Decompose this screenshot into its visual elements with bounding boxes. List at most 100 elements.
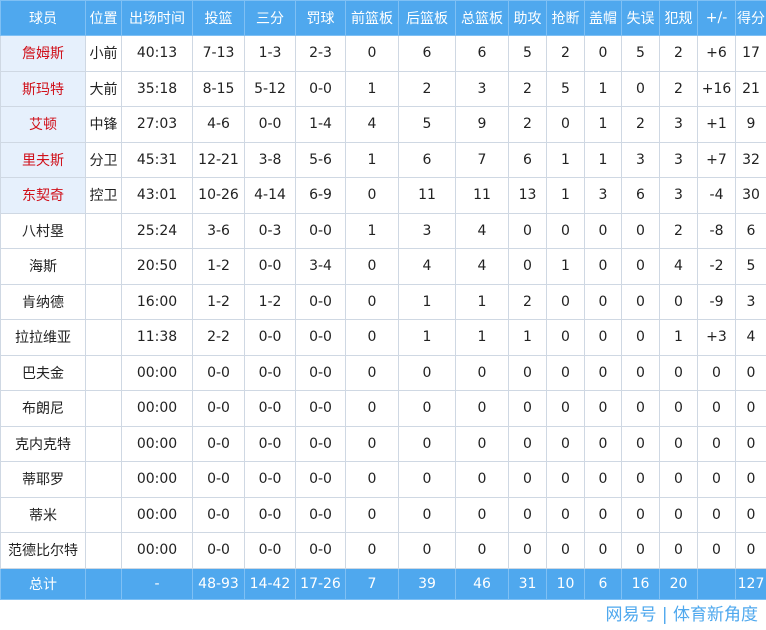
stat-cell: 0 <box>621 319 660 356</box>
stat-cell: 0 <box>659 390 698 427</box>
stat-cell: 0 <box>345 35 399 72</box>
stat-cell: 0 <box>455 532 509 569</box>
stat-cell: 0 <box>398 496 456 533</box>
totals-cell: 16 <box>621 567 660 600</box>
stat-cell: 3-6 <box>192 212 245 249</box>
player-row: 蒂耶罗 00:00 0-0 0-0 0-0 0 0 0 0 0 0 0 0 0 0 <box>0 461 766 498</box>
stat-cell: 0 <box>659 425 698 462</box>
stat-cell: 0-0 <box>295 532 346 569</box>
totals-cell: 10 <box>546 567 585 600</box>
stat-cell: 5-6 <box>295 141 346 178</box>
stat-cell: -4 <box>697 177 736 214</box>
stat-cell: 0 <box>697 532 736 569</box>
player-name[interactable]: 八村塁 <box>0 212 86 249</box>
stat-cell: 00:00 <box>121 390 193 427</box>
stat-cell: 0 <box>584 461 622 498</box>
column-header: 盖帽 <box>584 0 622 36</box>
stat-cell: 1-2 <box>192 283 245 320</box>
stat-cell: 0-0 <box>192 390 245 427</box>
stat-cell: 1 <box>546 177 585 214</box>
stat-cell: 0-0 <box>295 70 346 107</box>
stat-cell: 00:00 <box>121 461 193 498</box>
stat-cell: 11:38 <box>121 319 193 356</box>
player-name[interactable]: 克内克特 <box>0 425 86 462</box>
column-header: 后篮板 <box>398 0 456 36</box>
player-name[interactable]: 艾顿 <box>0 106 86 143</box>
column-header: 罚球 <box>295 0 346 36</box>
player-name[interactable]: 蒂耶罗 <box>0 461 86 498</box>
player-name[interactable]: 海斯 <box>0 248 86 285</box>
stat-cell: 0 <box>508 496 547 533</box>
player-name[interactable]: 蒂米 <box>0 496 86 533</box>
player-name[interactable]: 东契奇 <box>0 177 86 214</box>
stat-cell: 6-9 <box>295 177 346 214</box>
stat-cell: 0 <box>345 319 399 356</box>
stat-cell: 0-3 <box>244 212 296 249</box>
player-row: 艾顿 中锋 27:03 4-6 0-0 1-4 4 5 9 2 0 1 2 3 +1 9 <box>0 106 766 143</box>
stat-cell: 1-2 <box>192 248 245 285</box>
player-name[interactable]: 斯玛特 <box>0 70 86 107</box>
stat-cell: 6 <box>398 35 456 72</box>
stat-cell: 2 <box>398 70 456 107</box>
stat-cell: 3-8 <box>244 141 296 178</box>
column-header: 助攻 <box>508 0 547 36</box>
column-header: 前篮板 <box>345 0 399 36</box>
stat-cell: 5 <box>398 106 456 143</box>
player-name[interactable]: 里夫斯 <box>0 141 86 178</box>
player-name[interactable]: 拉拉维亚 <box>0 319 86 356</box>
stat-cell: 0 <box>659 496 698 533</box>
stat-cell: 5 <box>508 35 547 72</box>
stat-cell: 20:50 <box>121 248 193 285</box>
stat-cell: 3 <box>455 70 509 107</box>
stat-cell: 控卫 <box>85 177 122 214</box>
stat-cell: 0 <box>584 496 622 533</box>
stat-cell: 0 <box>659 283 698 320</box>
stat-cell: 0 <box>659 461 698 498</box>
stat-cell: 1 <box>584 70 622 107</box>
stat-cell: 4-6 <box>192 106 245 143</box>
stat-cell: 1 <box>584 141 622 178</box>
stat-cell: 3 <box>735 283 766 320</box>
stat-cell: 4 <box>659 248 698 285</box>
stat-cell: 5 <box>546 70 585 107</box>
stat-cell: 0-0 <box>244 461 296 498</box>
stat-cell: 45:31 <box>121 141 193 178</box>
stat-cell: 1 <box>508 319 547 356</box>
stat-cell: 4 <box>345 106 399 143</box>
stat-cell: 0 <box>621 496 660 533</box>
stat-cell: 1 <box>546 141 585 178</box>
stat-cell: 6 <box>398 141 456 178</box>
stat-cell: 0 <box>659 354 698 391</box>
stat-cell: 1 <box>345 141 399 178</box>
player-name[interactable]: 布朗尼 <box>0 390 86 427</box>
player-row: 拉拉维亚 11:38 2-2 0-0 0-0 0 1 1 1 0 0 0 1 +3 4 <box>0 319 766 356</box>
totals-cell: 17-26 <box>295 567 346 600</box>
column-header: 三分 <box>244 0 296 36</box>
totals-cell: 39 <box>398 567 456 600</box>
stat-cell: 11 <box>455 177 509 214</box>
stat-cell: 6 <box>455 35 509 72</box>
column-header: 抢断 <box>546 0 585 36</box>
stat-cell: 10-26 <box>192 177 245 214</box>
stat-cell: 0 <box>345 390 399 427</box>
stat-cell: 0 <box>621 425 660 462</box>
player-name[interactable]: 詹姆斯 <box>0 35 86 72</box>
stat-cell: 0 <box>697 461 736 498</box>
stat-cell <box>85 319 122 356</box>
stat-cell: 3 <box>398 212 456 249</box>
stat-cell: 2 <box>659 70 698 107</box>
stat-cell: 0 <box>345 177 399 214</box>
stat-cell: 5 <box>735 248 766 285</box>
stat-cell: 0 <box>398 354 456 391</box>
player-name[interactable]: 范德比尔特 <box>0 532 86 569</box>
stat-cell: 17 <box>735 35 766 72</box>
stat-cell: 0 <box>621 390 660 427</box>
stat-cell: 5 <box>621 35 660 72</box>
player-name[interactable]: 肯纳德 <box>0 283 86 320</box>
stat-cell: 00:00 <box>121 496 193 533</box>
player-name[interactable]: 巴夫金 <box>0 354 86 391</box>
stat-cell: 0 <box>584 319 622 356</box>
stat-cell: 1 <box>345 70 399 107</box>
stat-cell: 0 <box>508 461 547 498</box>
player-row: 海斯 20:50 1-2 0-0 3-4 0 4 4 0 1 0 0 4 -2 5 <box>0 248 766 285</box>
